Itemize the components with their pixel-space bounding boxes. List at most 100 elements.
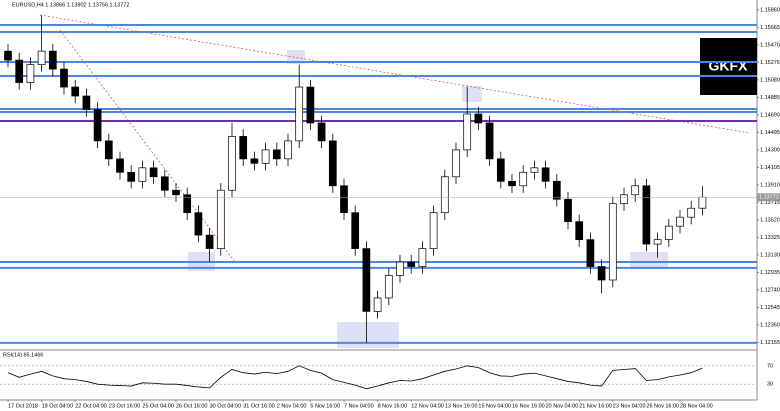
- candle-body: [48, 50, 57, 70]
- y-tick-label: 1.14105: [760, 165, 780, 171]
- x-tick-label: 31 Oct 16:00: [243, 403, 275, 409]
- candle-body: [664, 225, 673, 240]
- x-tick-label: 28 Nov 04:00: [680, 403, 713, 409]
- y-tick-label: 1.13520: [760, 217, 780, 223]
- candle-body: [306, 86, 315, 124]
- candle-body: [575, 221, 584, 240]
- candle-body: [328, 140, 337, 187]
- candle-body: [474, 113, 483, 124]
- candle-body: [418, 248, 427, 267]
- y-tick-label: 1.13130: [760, 252, 780, 258]
- candle-body: [138, 167, 147, 182]
- candle-body: [93, 109, 102, 142]
- y-tick-label: 30: [767, 382, 773, 388]
- rsi-title: RSI(14) 65.1466: [3, 352, 43, 358]
- candle-body: [496, 158, 505, 182]
- candle-body: [4, 50, 12, 61]
- candle-body: [295, 86, 304, 142]
- y-tick-label: 1.14495: [760, 130, 780, 136]
- candle-body: [183, 194, 192, 214]
- zone: [462, 86, 482, 102]
- y-tick-label: 1.13910: [760, 182, 780, 188]
- candle-body: [160, 176, 169, 191]
- x-tick-label: 13 Nov 16:00: [445, 403, 478, 409]
- trend-line: [59, 29, 236, 263]
- y-tick-label: 1.12350: [760, 322, 780, 328]
- y-tick-label: 1.15470: [760, 42, 780, 48]
- y-tick-label: 1.12935: [760, 270, 780, 276]
- x-tick-label: 8 Nov 16:00: [378, 403, 408, 409]
- candle-body: [519, 171, 528, 187]
- candle-body: [687, 207, 696, 218]
- candle-body: [653, 239, 662, 245]
- zone: [630, 252, 668, 268]
- last-price-box: [757, 193, 780, 202]
- y-tick-label: 1.15665: [760, 25, 780, 31]
- candle-body: [116, 158, 124, 173]
- candle-body: [508, 180, 516, 187]
- candle-body: [698, 196, 707, 209]
- rsi-line: [7, 365, 703, 390]
- y-tick-label: 1.14300: [760, 147, 780, 153]
- candle-body: [564, 198, 572, 223]
- candle-body: [620, 194, 628, 205]
- x-tick-label: 30 Oct 04:00: [210, 403, 242, 409]
- x-tick-label: 26 Nov 16:00: [646, 403, 679, 409]
- candle-body: [452, 149, 460, 178]
- y-tick-label: 1.13325: [760, 235, 780, 241]
- candle-body: [82, 95, 91, 110]
- y-tick-label: 1.15080: [760, 77, 780, 83]
- x-tick-label: 20 Nov 04:00: [546, 403, 579, 409]
- y-tick-label: 1.12155: [760, 340, 780, 346]
- y-tick-label: 1.14690: [760, 112, 780, 118]
- x-tick-label: 19 Oct 04:00: [42, 403, 74, 409]
- candle-body: [384, 275, 393, 299]
- candle-body: [216, 189, 225, 249]
- zone: [287, 50, 305, 64]
- x-tick-label: 26 Oct 16:00: [176, 403, 208, 409]
- candle-body: [104, 140, 113, 160]
- candle-body: [597, 266, 606, 281]
- x-tick-label: 16 Nov 16:00: [512, 403, 545, 409]
- y-tick-label: 70: [767, 363, 773, 369]
- y-tick-label: 1.13715: [760, 200, 780, 206]
- candle-body: [440, 176, 449, 214]
- y-tick-label: 1.12740: [760, 287, 780, 293]
- y-tick-label: 1.14885: [760, 95, 780, 101]
- y-tick-label: 1.15860: [760, 7, 780, 13]
- candle-body: [407, 261, 416, 267]
- x-tick-label: 12 Nov 04:00: [411, 403, 444, 409]
- candle-body: [149, 167, 158, 178]
- candle-body: [362, 248, 371, 312]
- candle-body: [631, 185, 640, 196]
- candle-body: [642, 185, 651, 245]
- candle-body: [586, 239, 595, 267]
- candle-body: [239, 136, 248, 160]
- x-tick-label: 21 Nov 16:00: [579, 403, 612, 409]
- x-tick-label: 17 Oct 2018: [8, 403, 38, 409]
- candle-body: [284, 140, 292, 160]
- candle-body: [552, 180, 561, 200]
- x-tick-label: 5 Nov 16:00: [310, 403, 340, 409]
- candle-body: [396, 261, 404, 276]
- candle-body: [15, 59, 24, 83]
- candle-body: [26, 64, 35, 83]
- candle-body: [351, 212, 360, 249]
- candle-body: [317, 122, 326, 142]
- x-tick-label: 7 Nov 04:00: [344, 403, 374, 409]
- candle-body: [340, 185, 348, 214]
- x-tick-label: 22 Oct 04:00: [75, 403, 107, 409]
- last-price-label: 1.13772: [759, 195, 779, 201]
- zone: [337, 322, 399, 348]
- candle-body: [261, 149, 270, 164]
- candle-body: [608, 203, 617, 281]
- chart-title: EURUSD,H4 1.13866 1.13902 1.13756 1.1377…: [12, 2, 129, 8]
- candle-body: [429, 212, 438, 249]
- candle-body: [541, 167, 550, 182]
- x-tick-label: 2 Nov 04:00: [277, 403, 307, 409]
- y-tick-label: 1.12545: [760, 305, 780, 311]
- candle-body: [228, 136, 236, 191]
- candle-body: [676, 216, 684, 227]
- candle-body: [463, 113, 472, 151]
